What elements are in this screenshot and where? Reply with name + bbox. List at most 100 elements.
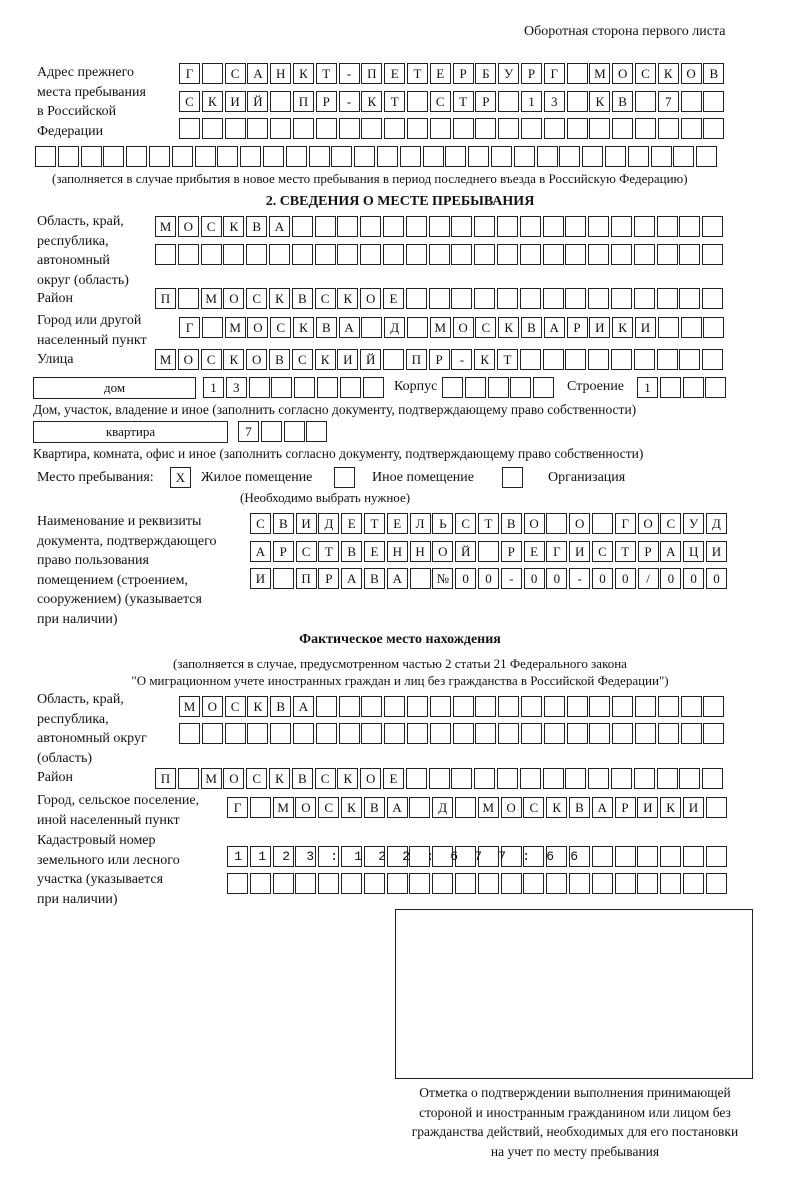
char-cell[interactable]: [705, 873, 727, 894]
char-cell[interactable]: [657, 696, 679, 717]
char-cell[interactable]: [428, 288, 450, 309]
char-cell[interactable]: В: [612, 91, 634, 112]
char-cell[interactable]: О: [360, 768, 382, 789]
char-cell[interactable]: Т: [363, 513, 385, 534]
char-cell[interactable]: М: [429, 317, 451, 338]
char-cell[interactable]: А: [292, 696, 314, 717]
char-cell[interactable]: Е: [384, 63, 406, 84]
char-cell[interactable]: [680, 91, 702, 112]
char-cell[interactable]: [384, 723, 406, 744]
char-cell[interactable]: В: [363, 568, 385, 589]
char-cell[interactable]: [399, 146, 421, 167]
char-cell[interactable]: 0: [683, 568, 705, 589]
char-cell[interactable]: К: [337, 288, 359, 309]
char-cell[interactable]: С: [591, 541, 613, 562]
char-cell[interactable]: [260, 421, 282, 442]
char-cell[interactable]: [542, 244, 564, 265]
char-cell[interactable]: С: [295, 541, 317, 562]
char-cell[interactable]: [452, 696, 474, 717]
cadastral-row-1[interactable]: [227, 846, 727, 867]
char-cell[interactable]: [705, 797, 727, 818]
option-other-premises-checkbox[interactable]: [334, 467, 355, 488]
char-cell[interactable]: У: [683, 513, 705, 534]
char-cell[interactable]: [177, 768, 199, 789]
char-cell[interactable]: М: [200, 768, 222, 789]
char-cell[interactable]: Т: [614, 541, 636, 562]
char-cell[interactable]: [498, 696, 520, 717]
char-cell[interactable]: Б: [475, 63, 497, 84]
char-cell[interactable]: [428, 768, 450, 789]
char-cell[interactable]: [474, 216, 496, 237]
char-cell[interactable]: [249, 797, 271, 818]
char-cell[interactable]: [702, 288, 724, 309]
char-cell[interactable]: 1: [203, 377, 224, 398]
char-cell[interactable]: В: [246, 216, 268, 237]
char-cell[interactable]: [474, 244, 496, 265]
char-cell[interactable]: [477, 541, 499, 562]
char-cell[interactable]: И: [682, 797, 704, 818]
char-cell[interactable]: [591, 513, 613, 534]
char-cell[interactable]: [57, 146, 79, 167]
char-cell[interactable]: [660, 846, 682, 867]
char-cell[interactable]: В: [270, 696, 292, 717]
char-cell[interactable]: С: [250, 513, 271, 534]
char-cell[interactable]: К: [292, 63, 314, 84]
char-cell[interactable]: [428, 216, 450, 237]
char-cell[interactable]: [386, 846, 408, 867]
char-cell[interactable]: [589, 118, 611, 139]
char-cell[interactable]: [224, 723, 246, 744]
char-cell[interactable]: К: [247, 696, 269, 717]
char-cell[interactable]: 0: [591, 568, 613, 589]
char-cell[interactable]: [338, 118, 360, 139]
char-cell[interactable]: [633, 216, 655, 237]
char-cell[interactable]: М: [155, 349, 176, 370]
char-cell[interactable]: [634, 723, 656, 744]
char-cell[interactable]: [422, 146, 444, 167]
char-cell[interactable]: [566, 91, 588, 112]
char-cell[interactable]: И: [295, 513, 317, 534]
char-cell[interactable]: [610, 244, 632, 265]
char-cell[interactable]: [633, 244, 655, 265]
char-cell[interactable]: [201, 118, 223, 139]
char-cell[interactable]: [314, 216, 336, 237]
char-cell[interactable]: [679, 288, 701, 309]
char-cell[interactable]: №: [432, 568, 454, 589]
char-cell[interactable]: К: [612, 317, 634, 338]
char-cell[interactable]: [306, 421, 328, 442]
char-cell[interactable]: [542, 216, 564, 237]
char-cell[interactable]: [496, 244, 518, 265]
char-cell[interactable]: [354, 146, 376, 167]
char-cell[interactable]: [633, 288, 655, 309]
char-cell[interactable]: [337, 216, 359, 237]
char-cell[interactable]: Д: [705, 513, 727, 534]
char-cell[interactable]: [409, 873, 431, 894]
char-cell[interactable]: -: [338, 91, 360, 112]
char-cell[interactable]: [546, 846, 568, 867]
char-cell[interactable]: Р: [520, 63, 542, 84]
char-cell[interactable]: [703, 723, 725, 744]
char-cell[interactable]: [705, 846, 727, 867]
char-cell[interactable]: А: [338, 317, 360, 338]
char-cell[interactable]: В: [315, 317, 337, 338]
char-cell[interactable]: [477, 846, 499, 867]
char-cell[interactable]: С: [224, 696, 246, 717]
char-cell[interactable]: С: [179, 91, 200, 112]
char-cell[interactable]: [680, 317, 702, 338]
char-cell[interactable]: [270, 91, 292, 112]
char-cell[interactable]: [565, 288, 587, 309]
char-cell[interactable]: [588, 244, 610, 265]
char-cell[interactable]: М: [477, 797, 499, 818]
char-cell[interactable]: -: [569, 568, 591, 589]
char-cell[interactable]: Т: [315, 63, 337, 84]
char-cell[interactable]: Г: [179, 63, 200, 84]
char-cell[interactable]: [405, 244, 427, 265]
char-cell[interactable]: [496, 216, 518, 237]
char-cell[interactable]: [270, 723, 292, 744]
char-cell[interactable]: [177, 244, 199, 265]
char-cell[interactable]: В: [268, 349, 290, 370]
char-cell[interactable]: Р: [272, 541, 294, 562]
char-cell[interactable]: Р: [614, 797, 636, 818]
